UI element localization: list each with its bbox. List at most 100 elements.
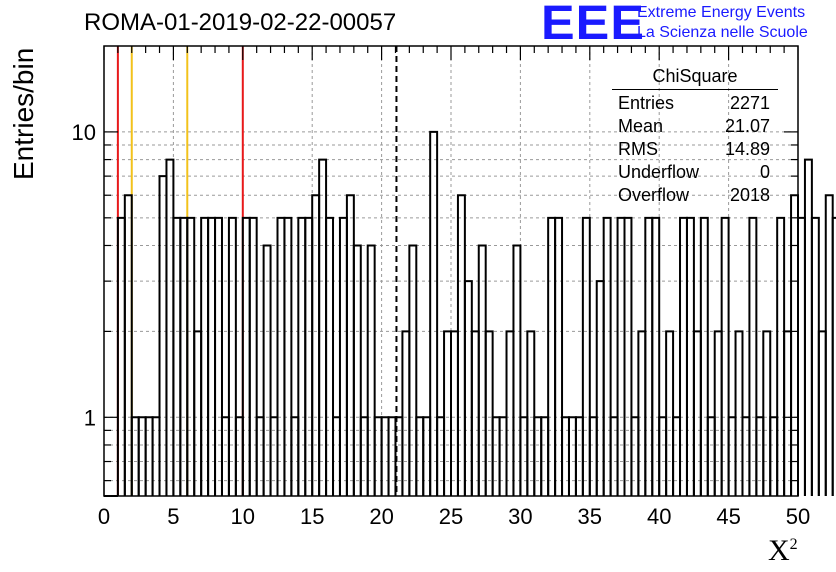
histogram-bin [290,416,300,496]
histogram-bin [450,330,459,496]
histogram-bin [269,416,279,496]
logo-mark: EEE [541,0,645,50]
x-tick-label: 20 [369,504,393,529]
histogram-bin [130,416,140,496]
histogram-bin [172,216,182,496]
histogram-bin [248,216,258,496]
x-axis-label: X2 [768,534,798,567]
histogram-bin [790,194,799,496]
x-tick-label: 30 [508,504,532,529]
stats-row: Entries 2271 [612,92,778,115]
histogram-bin [658,416,668,496]
histogram-bin [720,216,730,496]
stats-row: RMS 14.89 [612,138,778,161]
histogram-bin [179,216,189,496]
histogram-bin [776,216,786,496]
histogram-bin [158,175,168,496]
histogram-bin [679,216,688,496]
histogram-bin [137,416,147,496]
run-title: ROMA-01-2019-02-22-00057 [84,9,397,36]
y-axis-label: Entries/bin [8,47,39,180]
histogram-bin [338,216,348,496]
histogram-bin [637,330,647,496]
x-tick-label: 0 [98,504,110,529]
histogram-bin [318,158,328,496]
histogram-bin [547,216,557,496]
histogram-bin [436,416,446,496]
histogram-bin [567,416,577,496]
histogram-bin [526,330,536,496]
histogram-bin [713,330,723,496]
histogram-bin [824,194,834,496]
histogram-bin [817,330,827,496]
histogram-bin [762,330,772,496]
histogram-bin [672,416,682,496]
histogram-bin [748,216,758,496]
histogram-bin [415,416,425,496]
histogram-bin [408,244,418,496]
histogram-bin [651,216,661,496]
histogram-bin [429,130,439,496]
histogram-bin [630,416,640,496]
stats-label: Overflow [618,185,690,205]
histogram-bin [186,216,196,496]
histogram-bin [595,280,605,496]
x-tick-label: 45 [716,504,740,529]
histogram-bin [734,330,744,496]
stats-label: Entries [618,93,675,113]
histogram-bin [644,216,654,496]
histogram-bin [311,194,321,496]
histogram-bin [803,158,813,496]
histogram-bin [234,416,244,496]
histogram-bin [151,416,161,496]
histogram-bin [463,280,473,496]
x-tick-label: 50 [786,504,810,529]
histogram-bin [769,416,779,496]
histogram-bin [220,416,230,496]
histogram-bin [491,416,501,496]
histogram-bin [588,416,598,496]
stats-value: 21.07 [724,116,770,136]
histogram-bin [609,416,619,496]
histogram-bin [116,216,126,496]
histogram-bin [373,416,383,496]
histogram-bin [554,216,564,496]
histogram-bin [456,194,466,496]
histogram-bin [741,416,751,496]
histogram-bin [359,416,369,496]
x-tick-label: 40 [647,504,671,529]
histogram-bin [533,416,543,496]
histogram-bin [797,216,806,496]
histogram-bin [123,194,133,496]
histogram-bin [810,216,820,496]
histogram-bin [207,216,217,496]
stats-label: RMS [618,139,658,159]
histogram-bin [623,216,633,496]
histogram-bin [283,216,293,496]
histogram-bin [366,244,376,496]
histogram-bin [512,244,522,496]
histogram-bin [345,194,355,496]
stats-row: Underflow 0 [612,161,778,184]
histogram-bin [422,416,432,496]
x-tick-label: 35 [578,504,602,529]
histogram-bin [581,216,591,496]
stats-value: 2018 [729,185,770,205]
x-tick-label: 5 [167,504,179,529]
axis-ticks [103,46,799,496]
histogram-bin [443,330,452,496]
histogram-bin [783,330,793,496]
histogram-bin [498,416,508,496]
histogram-bin [200,216,210,496]
histogram-bin [387,416,397,496]
histogram-bin [727,416,737,496]
x-tick-label: 10 [231,504,255,529]
histogram-bin [304,216,314,496]
histogram-bin [165,158,175,496]
histogram-bin [401,330,411,496]
histogram-bin [699,216,709,496]
stats-label: Mean [618,116,664,136]
y-tick-label: 10 [72,120,96,145]
histogram-bin [685,216,695,496]
histogram-bin [470,330,480,496]
